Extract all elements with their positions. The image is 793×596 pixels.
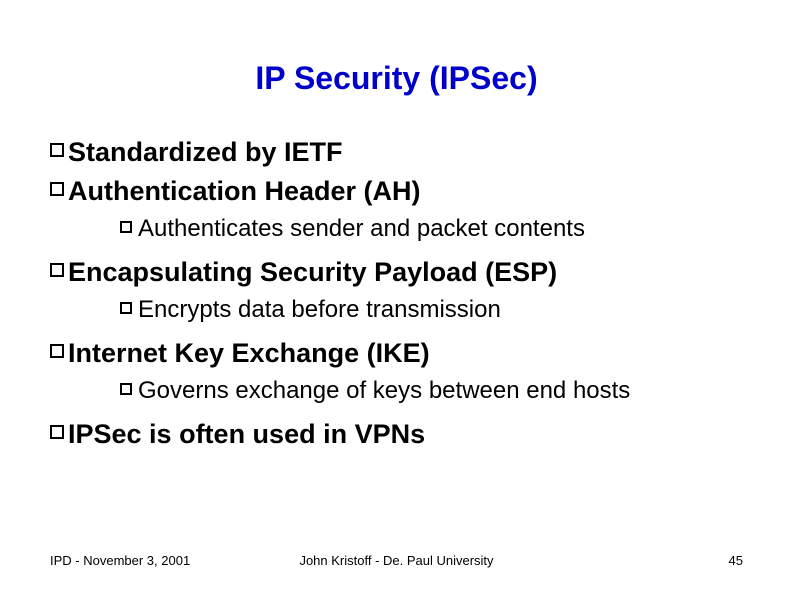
square-bullet-icon (50, 425, 64, 439)
slide-title: IP Security (IPSec) (50, 60, 743, 97)
sub-item: Encrypts data before transmission (120, 296, 743, 324)
sub-item: Governs exchange of keys between end hos… (120, 377, 743, 405)
square-bullet-icon (120, 221, 132, 233)
footer: IPD - November 3, 2001 John Kristoff - D… (0, 553, 793, 568)
bullet-list: Standardized by IETF Authentication Head… (50, 137, 743, 450)
footer-center: John Kristoff - De. Paul University (299, 553, 493, 568)
sub-text: Encrypts data before transmission (138, 296, 501, 324)
square-bullet-icon (120, 302, 132, 314)
bullet-text: IPSec is often used in VPNs (68, 419, 425, 450)
bullet-item: Encapsulating Security Payload (ESP) (50, 257, 743, 288)
bullet-text: Internet Key Exchange (IKE) (68, 338, 430, 369)
square-bullet-icon (120, 383, 132, 395)
bullet-item: Authentication Header (AH) (50, 176, 743, 207)
square-bullet-icon (50, 143, 64, 157)
sub-text: Governs exchange of keys between end hos… (138, 377, 630, 405)
bullet-item: Internet Key Exchange (IKE) (50, 338, 743, 369)
sub-item: Authenticates sender and packet contents (120, 215, 743, 243)
bullet-item: Standardized by IETF (50, 137, 743, 168)
square-bullet-icon (50, 263, 64, 277)
sub-list: Governs exchange of keys between end hos… (120, 377, 743, 405)
bullet-item: IPSec is often used in VPNs (50, 419, 743, 450)
square-bullet-icon (50, 182, 64, 196)
footer-right: 45 (729, 553, 743, 568)
sub-list: Authenticates sender and packet contents (120, 215, 743, 243)
square-bullet-icon (50, 344, 64, 358)
bullet-text: Standardized by IETF (68, 137, 343, 168)
bullet-text: Encapsulating Security Payload (ESP) (68, 257, 557, 288)
slide: IP Security (IPSec) Standardized by IETF… (0, 0, 793, 596)
sub-text: Authenticates sender and packet contents (138, 215, 585, 243)
footer-left: IPD - November 3, 2001 (50, 553, 190, 568)
bullet-text: Authentication Header (AH) (68, 176, 421, 207)
sub-list: Encrypts data before transmission (120, 296, 743, 324)
